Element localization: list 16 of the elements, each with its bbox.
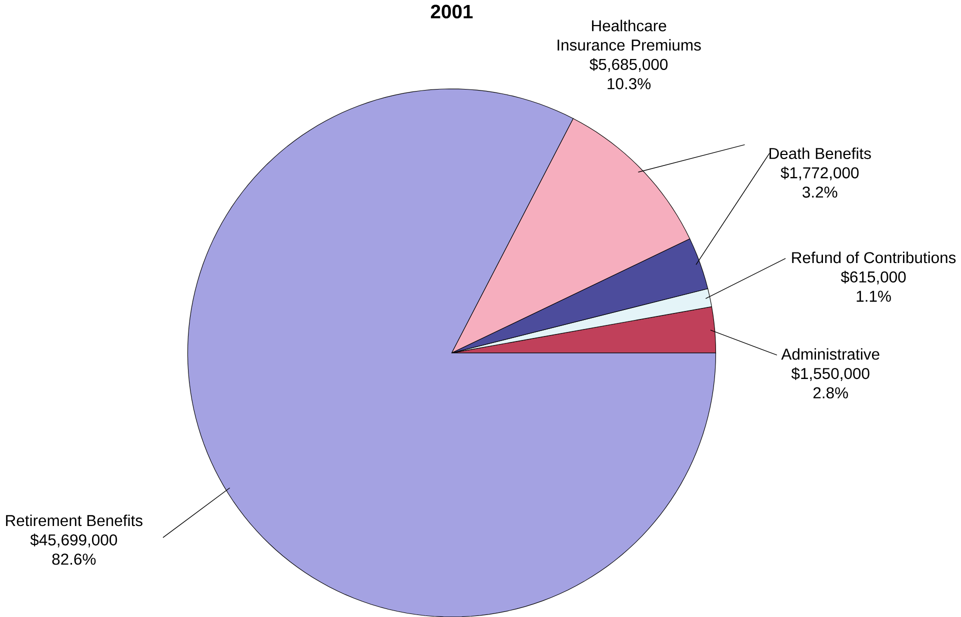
- data-label: $45,699,000: [30, 534, 118, 548]
- data-label: $615,000: [840, 270, 906, 284]
- slice-label: Retirement Benefits: [6, 514, 142, 526]
- data-label: $5,685,000: [590, 58, 668, 72]
- slice-label: Refund of Contributions: [792, 252, 956, 264]
- slice-label: Death Benefits: [770, 147, 871, 159]
- slice-label: Administrative: [781, 348, 880, 360]
- data-label: $1,772,000: [780, 166, 859, 180]
- slice-label: Healthcare Insurance Premiums: [558, 20, 701, 51]
- text: 10.3%: [608, 78, 651, 90]
- text: 1.1%: [856, 290, 891, 302]
- chart-title: 2001: [430, 4, 473, 18]
- text: 3.2%: [802, 186, 838, 198]
- text: 82.6%: [52, 554, 96, 565]
- data-label: $1,550,000: [791, 367, 870, 381]
- text: 2.8%: [813, 387, 848, 398]
